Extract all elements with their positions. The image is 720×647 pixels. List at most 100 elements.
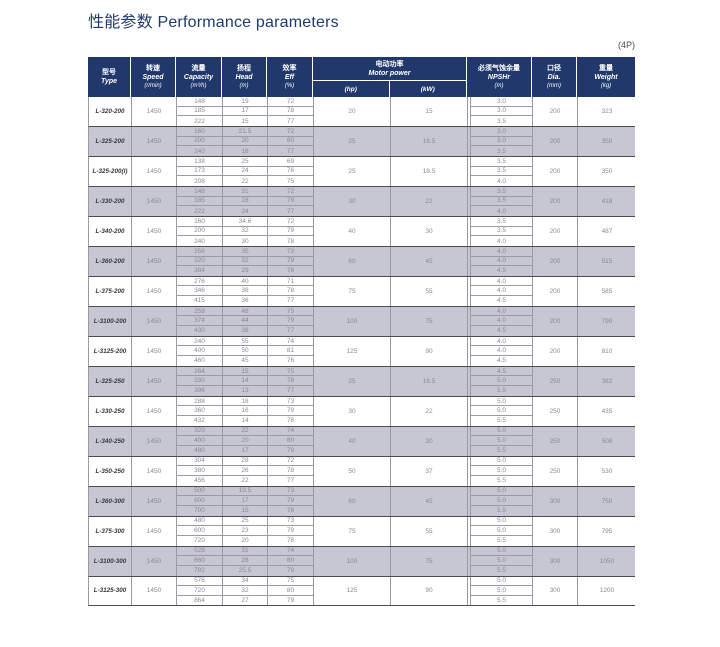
cell-kw: 18.5 [391, 366, 468, 396]
cell-eff-2: 78 [268, 286, 314, 297]
cell-npshr-2: 5.0 [470, 526, 533, 536]
cell-head-1: 28 [223, 456, 268, 467]
cell-head-1: 19.5 [223, 486, 268, 497]
table-row: L-360-200 1450 256 320 384 35 32 29 73 7… [88, 246, 635, 277]
cell-kw: 22 [391, 396, 468, 426]
cell-hp: 40 [314, 426, 391, 456]
cell-capacity-3: 480 [177, 445, 223, 456]
cell-head-3: 24 [223, 206, 268, 216]
cell-npshr-3: 4.0 [470, 206, 533, 216]
cell-head-2: 20 [223, 436, 268, 446]
table-row: L-375-200 1450 276 346 415 40 38 36 71 7… [88, 276, 635, 307]
cell-kw: 18.5 [391, 156, 468, 186]
cell-type: L-360-200 [89, 246, 132, 276]
table-row: L-3100-300 1450 528 660 792 31 28 25.5 7… [88, 546, 635, 577]
header-npshr-en: NPSHr [487, 74, 511, 81]
cell-capacity-1: 258 [177, 306, 223, 317]
cell-hp: 75 [314, 276, 391, 306]
cell-npshr-3: 4.5 [470, 296, 533, 306]
cell-head-2: 44 [223, 316, 268, 327]
header-npshr: 必须气蚀余量 NPSHr (m) [467, 57, 532, 97]
header-head-en: Head [235, 74, 253, 81]
cell-eff-3: 78 [268, 535, 314, 546]
cell-capacity-1: 240 [177, 336, 223, 347]
cell-capacity-1: 264 [177, 366, 223, 377]
cell-speed: 1450 [132, 126, 177, 156]
cell-npshr-2: 5.0 [470, 586, 533, 596]
cell-head-3: 25.5 [223, 565, 268, 576]
cell-capacity-2: 600 [177, 496, 223, 506]
cell-npshr-3: 5.5 [470, 386, 533, 396]
cell-speed: 1450 [132, 576, 177, 606]
cell-head-3: 38 [223, 326, 268, 336]
cell-npshr-2: 5.0 [470, 436, 533, 446]
cell-eff-3: 79 [268, 445, 314, 456]
cell-head-3: 22 [223, 475, 268, 486]
table-row: L-325-200 1450 160 200 240 21.5 20 18 72… [88, 126, 635, 157]
cell-capacity-1: 160 [177, 126, 223, 137]
cell-weight: 1200 [599, 587, 615, 595]
cell-head-3: 45 [223, 356, 268, 366]
cell-head-1: 25 [223, 156, 268, 167]
cell-head-2: 16 [223, 406, 268, 416]
cell-capacity-3: 720 [177, 535, 223, 546]
cell-head-1: 35 [223, 246, 268, 257]
cell-npshr-1: 4.0 [470, 276, 533, 287]
cell-head-3: 20 [223, 535, 268, 546]
cell-head-3: 13 [223, 386, 268, 396]
header-kw-unit: (kW) [420, 85, 435, 93]
cell-speed: 1450 [132, 366, 177, 396]
header-type: 型号 Type [88, 57, 131, 97]
cell-dia: 250 [533, 456, 578, 486]
cell-weight: 382 [601, 377, 613, 385]
cell-speed: 1450 [132, 97, 177, 126]
cell-eff-1: 73 [268, 246, 314, 257]
cell-npshr-1: 3.5 [470, 156, 533, 167]
table-body: L-320-200 1450 148 185 222 19 17 15 72 7… [88, 97, 635, 607]
cell-head-1: 40 [223, 276, 268, 287]
cell-npshr-2: 3.0 [470, 106, 533, 117]
cell-capacity-3: 432 [177, 416, 223, 426]
cell-eff-3: 78 [268, 266, 314, 276]
cell-speed: 1450 [132, 336, 177, 366]
cell-npshr-1: 5.0 [470, 396, 533, 407]
cell-speed: 1450 [132, 516, 177, 546]
table-row: L-375-300 1450 480 600 720 25 23 20 73 7… [88, 516, 635, 547]
cell-head-3: 18 [223, 146, 268, 156]
table-row: L-330-250 1450 288 360 432 18 16 14 73 7… [88, 396, 635, 427]
cell-hp: 25 [314, 126, 391, 156]
cell-npshr-3: 5.5 [470, 535, 533, 546]
cell-capacity-2: 400 [177, 436, 223, 446]
cell-capacity-1: 500 [177, 486, 223, 497]
table-row: L-330-200 1450 148 185 222 31 28 24 72 7… [88, 186, 635, 217]
cell-npshr-1: 5.0 [470, 516, 533, 527]
cell-speed: 1450 [132, 216, 177, 246]
cell-capacity-2: 720 [177, 586, 223, 596]
cell-eff-1: 73 [268, 396, 314, 407]
cell-capacity-3: 864 [177, 595, 223, 606]
cell-weight: 810 [601, 347, 613, 355]
cell-head-2: 14 [223, 376, 268, 387]
cell-npshr-1: 3.0 [470, 126, 533, 137]
cell-type: L-3100-300 [89, 546, 132, 576]
header-npshr-zh: 必须气蚀余量 [478, 65, 520, 72]
cell-capacity-1: 304 [177, 456, 223, 467]
cell-speed: 1450 [132, 306, 177, 336]
cell-capacity-2: 380 [177, 466, 223, 476]
cell-capacity-1: 276 [177, 276, 223, 287]
cell-capacity-2: 346 [177, 286, 223, 297]
cell-kw: 45 [391, 246, 468, 276]
cell-npshr-1: 4.0 [470, 306, 533, 317]
cell-capacity-2: 200 [177, 226, 223, 237]
cell-eff-3: 77 [268, 116, 314, 126]
cell-weight: 435 [601, 407, 613, 415]
cell-capacity-1: 480 [177, 516, 223, 527]
cell-eff-3: 79 [268, 565, 314, 576]
cell-dia: 250 [533, 426, 578, 456]
header-speed-zh: 转速 [146, 65, 160, 72]
cell-speed: 1450 [132, 426, 177, 456]
cell-weight: 350 [601, 167, 613, 175]
cell-npshr-2: 4.0 [470, 346, 533, 357]
table-row: L-340-200 1450 160 200 240 34.6 32 30 72… [88, 216, 635, 247]
cell-weight: 418 [601, 197, 613, 205]
